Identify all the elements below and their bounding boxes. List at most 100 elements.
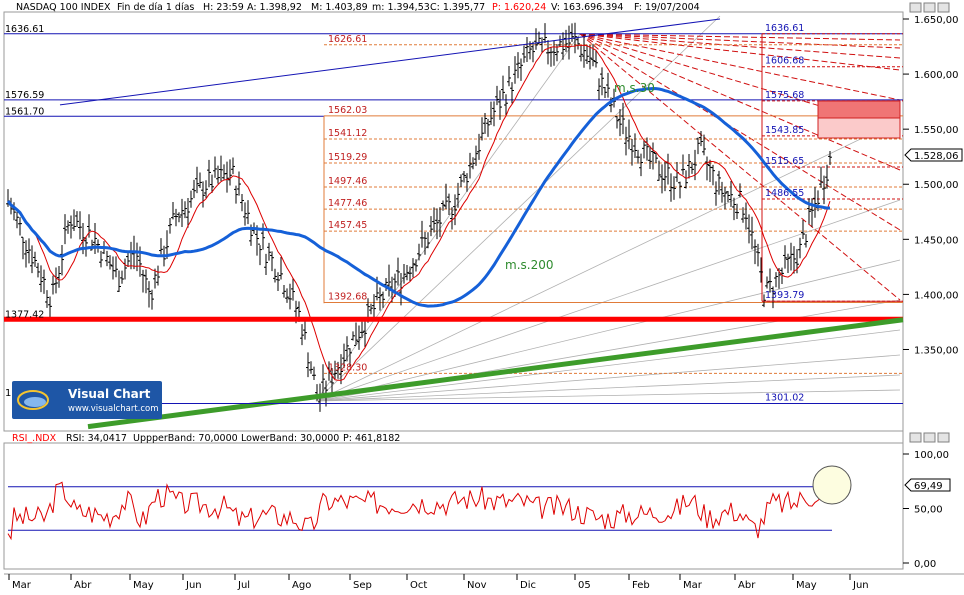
rsi-header-name: RSI_.NDX [12, 433, 57, 444]
fan-line [315, 15, 721, 402]
fib-right-label: 1515.65 [765, 156, 804, 167]
fib-level-label: 1328.30 [328, 362, 367, 373]
fib-right-label: 1606.68 [765, 56, 804, 67]
x-tick-label: Mar [12, 580, 32, 591]
header-date: F: 19/07/2004 [634, 2, 700, 13]
ma30-label: m.s.30 [614, 81, 655, 95]
maximize-button[interactable] [923, 2, 936, 13]
header-symbol: NASDAQ 100 INDEX [16, 2, 111, 13]
fib-level-label: 1626.61 [328, 34, 367, 45]
resistance-fan-line [579, 33, 901, 301]
header-low: m: 1.394,53 [372, 2, 430, 13]
rsi-maximize-button[interactable] [923, 432, 936, 443]
x-tick-label: Feb [632, 580, 650, 591]
fan-line [315, 259, 901, 402]
y-tick-label: 1.600,00 [914, 70, 959, 81]
fib-right-label: 1393.79 [765, 290, 804, 301]
rsi-header-value: RSI: 34,0417 [66, 433, 127, 444]
level-label-left: 1377.42 [5, 309, 44, 320]
rsi-last-label: 69,49 [914, 481, 943, 492]
x-tick-label: Jun [185, 580, 202, 591]
header-close: C: 1.395,77 [430, 2, 485, 13]
level-labels: 1636.61 1576.59 1561.70 1377.42 1626.61 1562.… [5, 23, 804, 404]
rsi-close-button[interactable] [937, 432, 950, 443]
fan-line [315, 374, 901, 402]
last-price-label: 1.528,06 [914, 151, 959, 162]
rsi-y-tick-label: 100,00 [914, 450, 949, 461]
rsi-last-tag-box [904, 478, 951, 492]
rsi-y-tick-label: 50,00 [914, 505, 943, 516]
minimize-button[interactable] [909, 2, 922, 13]
x-tick-label: Oct [410, 580, 427, 591]
x-tick-label: Nov [467, 580, 487, 591]
green-trendline [87, 317, 904, 430]
rsi-series [7, 481, 832, 541]
rsi-y-tick-label: 0,00 [914, 559, 936, 570]
close-button[interactable] [937, 2, 950, 13]
fan-line [315, 389, 901, 402]
level-label-left: 1576.59 [5, 90, 44, 101]
header-high: M: 1.403,89 [311, 2, 368, 13]
x-axis: Mar Abr May Jun Jul Ago Sep Oct Nov Dic 05 Feb Mar Ab… [8, 574, 869, 591]
upper-trendline [59, 18, 721, 106]
target-box-lower [817, 117, 901, 139]
level-label-left: 1636.61 [5, 24, 44, 35]
trend-lines [4, 18, 904, 430]
fan-line [315, 354, 901, 402]
logo-swoosh-icon [17, 390, 49, 410]
price-panel [3, 11, 904, 432]
fib-right-label: 1301.02 [765, 392, 804, 403]
ma200-line [6, 86, 831, 308]
visual-chart-logo: Visual Chart www.visualchart.com 1 [5, 381, 162, 419]
logo-box [12, 381, 162, 419]
ma200-label: m.s.200 [505, 258, 553, 272]
fib-level-label: 1477.46 [328, 198, 367, 209]
x-tick-label: Ago [292, 580, 311, 591]
fan-line [315, 33, 581, 402]
price-panel-buttons [909, 2, 950, 443]
y-tick-label: 1.500,00 [914, 180, 959, 191]
x-tick-label: Mar [683, 580, 703, 591]
x-tick-label: Jul [237, 580, 250, 591]
x-tick-label: Abr [74, 580, 92, 591]
x-tick-label: Jun [852, 580, 869, 591]
header-open: A: 1.398,92 [247, 2, 302, 13]
header-time: H: 23:59 [203, 2, 244, 13]
header-period: Fin de día 1 días [117, 2, 194, 13]
resistance-fan-line [579, 33, 901, 171]
rsi-last-tag: 69,49 [904, 478, 951, 492]
moving-averages [6, 44, 831, 381]
resistance-fan-line [579, 33, 901, 131]
price-bars [6, 22, 832, 412]
rsi-panel [3, 442, 904, 570]
rsi-header-upper: UppperBand: 70,0000 [133, 433, 238, 444]
resistance-fan-line [579, 33, 901, 101]
rsi-header-lower: LowerBand: 30,0000 [241, 433, 339, 444]
resistance-fan-line [579, 33, 901, 41]
fib-level-label: 1562.03 [328, 105, 367, 116]
fib-level-label: 1497.46 [328, 176, 367, 187]
x-tick-label: Sep [353, 580, 372, 591]
last-price-tag-box [904, 148, 963, 162]
last-price-tag: 1.528,06 [904, 148, 963, 162]
fib-level-label: 1392.68 [328, 291, 367, 302]
level-label-left: 1561.70 [5, 106, 44, 117]
fan-line [315, 329, 901, 402]
x-tick-label: 05 [578, 580, 591, 591]
fib-right-label: 1575.68 [765, 90, 804, 101]
ma30-line [7, 44, 831, 381]
target-box-upper [817, 100, 901, 119]
y-tick-label: 1.450,00 [914, 235, 959, 246]
x-tick-label: Abr [738, 580, 756, 591]
logo-brand: Visual Chart [68, 387, 151, 401]
rsi-minimize-button[interactable] [909, 432, 922, 443]
rsi-highlight-circle [812, 465, 852, 505]
y-tick-label: 1.550,00 [914, 125, 959, 136]
fib-level-label: 1541.12 [328, 128, 367, 139]
header-p: P: 1.620,24 [492, 2, 546, 13]
fib-right-label: 1636.61 [765, 23, 804, 34]
rsi-line [7, 481, 831, 541]
y-tick-label: 1.350,00 [914, 345, 959, 356]
x-tick-label: Dic [520, 580, 536, 591]
